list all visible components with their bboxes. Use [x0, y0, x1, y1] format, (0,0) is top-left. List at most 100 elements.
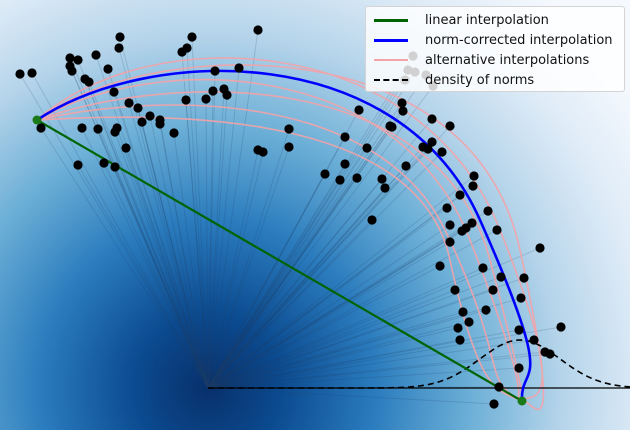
sample-point: [27, 68, 37, 78]
sample-point: [380, 183, 390, 193]
sample-point: [387, 122, 397, 132]
sample-point: [103, 64, 113, 74]
sample-point: [494, 382, 504, 392]
sample-point: [516, 293, 526, 303]
density-of-norms-curve: [208, 339, 630, 389]
sample-point: [481, 305, 491, 315]
sample-point: [234, 63, 244, 73]
sample-point: [335, 175, 345, 185]
sample-point: [109, 87, 119, 97]
sample-point: [137, 117, 147, 127]
sample-point: [535, 243, 545, 253]
sample-point: [469, 171, 479, 181]
sample-point: [478, 263, 488, 273]
sample-point: [492, 225, 502, 235]
sample-point: [488, 285, 498, 295]
legend-item-linear: linear interpolation: [374, 10, 549, 30]
legend-item-norm-corrected: norm-corrected interpolation: [374, 30, 613, 50]
sample-point: [450, 285, 460, 295]
sample-point: [437, 147, 447, 157]
pink-line-icon: [374, 59, 408, 61]
sample-point: [110, 162, 120, 172]
sample-point: [253, 25, 263, 35]
sample-point: [397, 98, 407, 108]
sample-point: [91, 50, 101, 60]
sample-point: [182, 43, 192, 53]
sample-point: [320, 169, 330, 179]
sample-point: [483, 206, 493, 216]
legend-item-density: density of norms: [374, 70, 534, 90]
sample-point: [496, 272, 506, 282]
sample-point: [445, 121, 455, 131]
sample-point: [367, 215, 377, 225]
sample-point: [114, 43, 124, 53]
blue-line-icon: [374, 38, 408, 42]
sample-point: [442, 203, 452, 213]
sample-point: [201, 94, 211, 104]
end-point: [517, 396, 527, 406]
sample-point: [133, 103, 143, 113]
sample-point: [187, 32, 197, 42]
sample-point: [208, 86, 218, 96]
sample-point: [65, 53, 75, 63]
sample-points: [15, 25, 566, 409]
sample-point: [121, 143, 131, 153]
sample-point: [284, 124, 294, 134]
sample-point: [181, 95, 191, 105]
sample-point: [453, 323, 463, 333]
sample-point: [519, 273, 529, 283]
sample-point: [110, 127, 120, 137]
sample-point: [253, 145, 263, 155]
sample-point: [435, 261, 445, 271]
sample-point: [529, 335, 539, 345]
sample-point: [468, 181, 478, 191]
sample-point: [222, 90, 232, 100]
legend-label: norm-corrected interpolation: [425, 32, 613, 48]
dashed-line-icon: [374, 79, 408, 81]
sample-point: [427, 114, 437, 124]
sample-point: [362, 143, 372, 153]
sample-point: [124, 98, 134, 108]
norm-corrected-interpolation-curve: [36, 69, 532, 402]
sample-point: [340, 159, 350, 169]
legend-item-alternative: alternative interpolations: [374, 50, 589, 70]
sample-point: [210, 66, 220, 76]
sample-point: [284, 142, 294, 152]
legend: linear interpolation norm-corrected inte…: [365, 6, 625, 92]
sample-point: [99, 158, 109, 168]
sample-point: [445, 220, 455, 230]
sample-point: [169, 128, 179, 138]
legend-label: alternative interpolations: [425, 52, 590, 68]
sample-point: [461, 223, 471, 233]
legend-label: linear interpolation: [425, 12, 549, 28]
projection-rays: [19, 29, 562, 405]
sample-point: [77, 123, 87, 133]
sample-point: [352, 173, 362, 183]
sample-point: [445, 237, 455, 247]
sample-point: [73, 160, 83, 170]
sample-point: [36, 123, 46, 133]
sample-point: [455, 190, 465, 200]
sample-point: [84, 77, 94, 87]
sample-point: [427, 137, 437, 147]
sample-point: [15, 69, 25, 79]
sample-point: [340, 132, 350, 142]
sample-point: [455, 335, 465, 345]
sample-point: [418, 142, 428, 152]
sample-point: [67, 66, 77, 76]
sample-point: [489, 399, 499, 409]
sample-point: [540, 347, 550, 357]
sample-point: [556, 322, 566, 332]
sample-point: [401, 161, 411, 171]
sample-point: [145, 111, 155, 121]
sample-point: [115, 32, 125, 42]
sample-point: [514, 325, 524, 335]
sample-point: [73, 55, 83, 65]
sample-point: [354, 105, 364, 115]
sample-point: [93, 124, 103, 134]
sample-point: [458, 307, 468, 317]
sample-point: [514, 363, 524, 373]
legend-label: density of norms: [425, 72, 535, 88]
start-point: [32, 115, 42, 125]
